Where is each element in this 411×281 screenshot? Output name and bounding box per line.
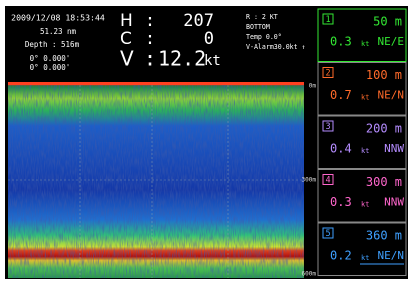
longitude: 0° 0.000' [30,63,71,72]
layer-unit: kt [361,94,369,102]
nav-label: H [120,11,133,31]
layer-direction: NNW [384,196,404,209]
surface-line [8,82,304,85]
nav-separator: : [145,11,155,31]
echogram [8,82,304,278]
depth-label: 600m [302,271,317,278]
layer-direction: NE/E [378,35,405,48]
layer-index: 5 [325,229,330,239]
layer-direction: NNW [384,142,404,155]
nav-value: 12.2 [158,47,206,71]
nav-separator: : [144,47,156,71]
nav-label: V [120,47,134,71]
layer-speed: 0.3 [330,195,352,209]
layer-speed: 0.4 [330,142,352,156]
setting: R : 2 KT [246,13,278,21]
datetime: 2009/12/08 18:53:44 [11,13,105,23]
layer-unit: kt [361,147,369,155]
depth-label: 300m [302,177,317,184]
layer-speed: 0.2 [330,249,352,263]
layer-speed: 0.3 [330,35,352,49]
layer-direction: NE/N [378,249,405,262]
layer-unit: kt [361,254,369,262]
depth-label: 0m [309,83,317,90]
layer-index: 1 [325,15,330,25]
distance: 51.23 nm [40,27,77,36]
layer-depth: 100 m [366,68,402,82]
layer-unit: kt [361,40,369,48]
layer-index: 4 [325,176,330,186]
nav-unit: kt [204,53,221,69]
setting: BOTTOM [246,23,270,31]
nav-value: 207 [183,11,214,31]
layer-unit: kt [361,201,369,209]
echogram-noise [8,83,304,278]
layer-depth: 50 m [373,15,402,29]
screen: 2009/12/08 18:53:44 51.23 nm Depth : 516m 0… [0,0,411,281]
layer-depth: 300 m [366,175,402,189]
layer-direction: NE/N [378,89,405,102]
layer-index: 2 [325,69,330,79]
depth: Depth : 516m [25,40,80,49]
setting: Temp 0.0° [246,33,282,41]
setting: V-Alarm30.0kt ↑ [246,43,306,51]
layer-depth: 360 m [366,229,402,243]
layer-index: 3 [325,122,330,132]
layer-depth: 200 m [366,122,402,136]
layer-speed: 0.7 [330,88,352,102]
latitude: 0° 0.000' [30,54,71,63]
